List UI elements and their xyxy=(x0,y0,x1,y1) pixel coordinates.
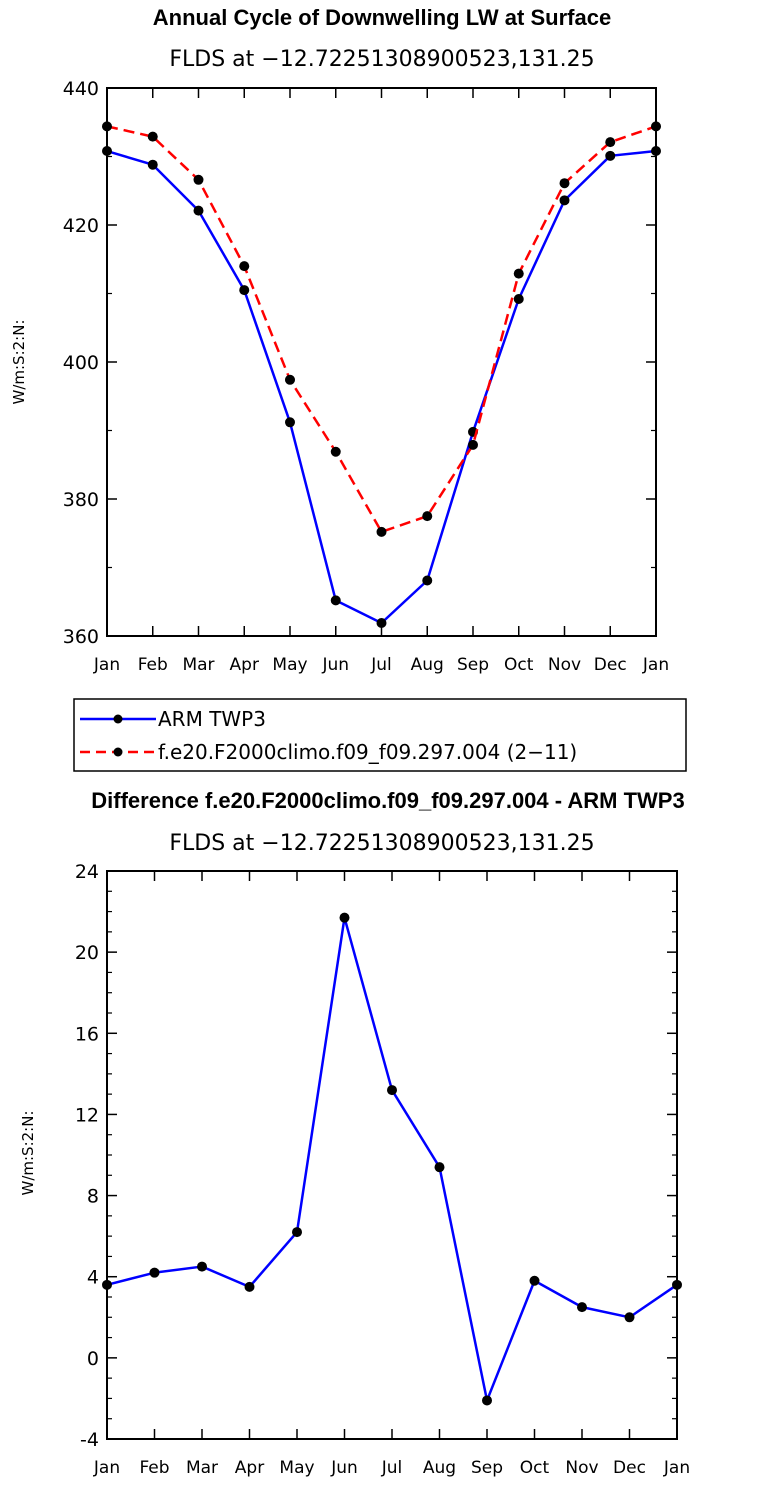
x-tick-label: Oct xyxy=(520,1458,550,1478)
series-0-point xyxy=(482,1395,492,1406)
x-tick-label: Mar xyxy=(186,1458,218,1478)
difference-chart: Difference f.e20.F2000climo.f09_f09.297.… xyxy=(19,788,690,1478)
chart2-title: Difference f.e20.F2000climo.f09_f09.297.… xyxy=(91,788,684,813)
series-1-point xyxy=(513,268,524,279)
series-1-point xyxy=(193,174,204,185)
series-line-0 xyxy=(106,916,678,1402)
x-tick-label: Feb xyxy=(139,1458,169,1478)
y-tick-label: 8 xyxy=(87,1186,99,1208)
legend-marker-arm-twp3 xyxy=(113,714,123,724)
chart2-y-axis-label: W/m:S:2:N: xyxy=(19,1111,37,1196)
series-0-point xyxy=(422,575,433,586)
x-tick-label: Jan xyxy=(93,1458,120,1478)
series-line-0 xyxy=(106,149,657,625)
x-tick-label: Apr xyxy=(230,655,259,675)
chart2-plot-frame xyxy=(106,870,678,1440)
y-tick-label: 16 xyxy=(75,1023,99,1045)
x-tick-label: Mar xyxy=(182,655,214,675)
series-1-point xyxy=(376,526,387,537)
chart1-plot-frame xyxy=(106,87,657,637)
x-tick-label: Oct xyxy=(504,655,534,675)
y-tick-label: 0 xyxy=(87,1348,99,1370)
series-0-point xyxy=(149,1267,160,1278)
series-0-point xyxy=(330,595,341,606)
series-0-point xyxy=(513,293,524,304)
series-line-1 xyxy=(106,125,657,534)
y-tick-label: 360 xyxy=(63,626,99,648)
annual-cycle-chart: Annual Cycle of Downwelling LW at Surfac… xyxy=(10,5,669,675)
series-0-point xyxy=(339,912,350,923)
chart1-title: Annual Cycle of Downwelling LW at Surfac… xyxy=(153,5,611,30)
y-tick-label: 12 xyxy=(75,1104,99,1126)
x-tick-label: Aug xyxy=(423,1458,456,1478)
legend-label-model: f.e20.F2000climo.f09_f09.297.004 (2−11) xyxy=(158,740,577,764)
x-tick-label: Nov xyxy=(548,655,581,675)
x-tick-label: Jul xyxy=(370,655,392,675)
x-tick-label: Jun xyxy=(321,655,349,675)
y-tick-label: 4 xyxy=(87,1267,99,1289)
x-tick-label: May xyxy=(279,1458,314,1478)
series-0-point xyxy=(197,1261,207,1272)
series-0-point xyxy=(147,159,158,170)
series-1-point xyxy=(239,261,250,272)
x-tick-label: Apr xyxy=(235,1458,264,1478)
x-tick-label: Jul xyxy=(381,1458,403,1478)
series-0-point xyxy=(529,1275,540,1286)
series-1-point xyxy=(147,131,158,142)
series-1-point xyxy=(330,446,341,457)
x-tick-label: Jan xyxy=(663,1458,690,1478)
legend-marker-model xyxy=(113,747,123,757)
series-0-point xyxy=(559,195,570,206)
y-tick-label: 420 xyxy=(63,215,99,237)
series-1-point xyxy=(468,439,478,450)
series-0-point xyxy=(239,285,250,296)
chart2-subtitle: FLDS at −12.72251308900523,131.25 xyxy=(169,831,594,856)
series-0-point xyxy=(387,1085,397,1096)
legend-box xyxy=(73,698,687,772)
y-tick-label: -4 xyxy=(80,1429,99,1451)
x-tick-label: Jan xyxy=(642,655,669,675)
series-0-point xyxy=(376,617,387,628)
x-tick-label: Feb xyxy=(138,655,168,675)
series-0-point xyxy=(193,205,204,216)
y-tick-label: 400 xyxy=(63,352,99,374)
x-tick-label: Jan xyxy=(93,655,120,675)
chart1-subtitle: FLDS at −12.72251308900523,131.25 xyxy=(169,47,594,72)
series-1-point xyxy=(605,137,616,148)
y-tick-label: 440 xyxy=(63,78,99,100)
series-1-point xyxy=(559,178,570,189)
series-0-point xyxy=(244,1281,255,1292)
series-0-point xyxy=(624,1312,635,1323)
x-tick-label: Sep xyxy=(471,1458,503,1478)
legend-label-arm-twp3: ARM TWP3 xyxy=(158,707,266,731)
series-0-point xyxy=(577,1302,587,1313)
chart1-y-axis-label: W/m:S:2:N: xyxy=(10,320,28,405)
series-0-point xyxy=(285,417,295,428)
x-tick-label: May xyxy=(272,655,307,675)
x-tick-label: Dec xyxy=(613,1458,646,1478)
series-1-point xyxy=(422,511,433,522)
x-tick-label: Sep xyxy=(457,655,489,675)
y-tick-label: 20 xyxy=(75,942,99,964)
y-tick-label: 380 xyxy=(63,489,99,511)
chart1-legend: ARM TWP3 f.e20.F2000climo.f09_f09.297.00… xyxy=(73,698,687,772)
series-0-point xyxy=(434,1162,445,1173)
series-0-point xyxy=(605,150,616,161)
y-tick-label: 24 xyxy=(75,861,99,883)
x-tick-label: Jun xyxy=(330,1458,358,1478)
series-0-point xyxy=(292,1227,302,1238)
x-tick-label: Aug xyxy=(411,655,444,675)
x-tick-label: Dec xyxy=(594,655,627,675)
series-1-point xyxy=(285,374,295,385)
x-tick-label: Nov xyxy=(565,1458,598,1478)
